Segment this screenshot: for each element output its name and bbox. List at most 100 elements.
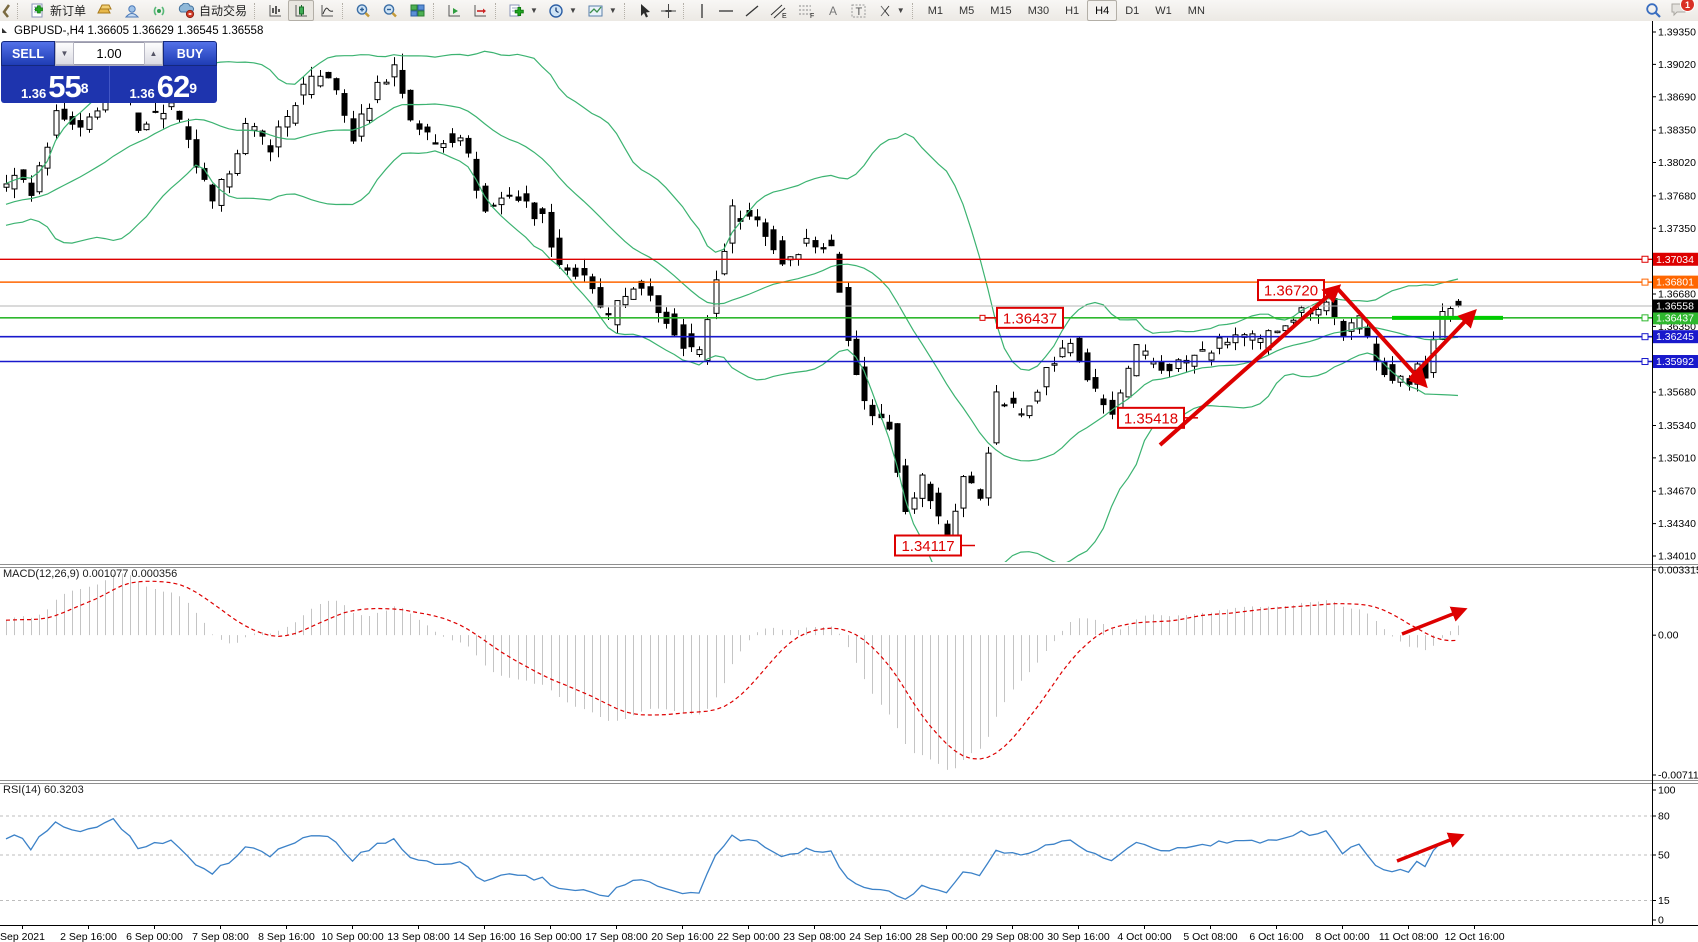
timeframe-button-h4[interactable]: H4 [1087, 0, 1118, 21]
bar-chart-button[interactable] [262, 0, 288, 21]
zoom-out-button[interactable] [377, 0, 404, 21]
timeframe-button-m15[interactable]: M15 [990, 4, 1012, 17]
price-badge-1.37034: 1.37034 [1653, 252, 1698, 266]
main-price-pane[interactable] [0, 50, 1652, 611]
search-icon[interactable] [1645, 2, 1662, 19]
price-annotation-1.35418[interactable]: 1.35418 [1117, 406, 1198, 429]
volume-down-button[interactable]: ▼ [55, 42, 74, 65]
clock-icon [549, 3, 563, 18]
signals-button[interactable] [146, 0, 173, 21]
buy-button[interactable]: BUY [163, 41, 217, 66]
time-axis-label: 6 Oct 16:00 [1249, 931, 1303, 942]
hline-handle[interactable] [1641, 314, 1649, 322]
rsi-axis-label: 15 [1658, 895, 1670, 907]
hline-button[interactable] [713, 0, 739, 21]
tile-windows-button[interactable] [404, 0, 431, 21]
period-button[interactable]: ▼ [543, 0, 582, 21]
trend-arrow[interactable] [1158, 284, 1342, 447]
crosshair-icon [660, 3, 676, 18]
macd-indicator-label: MACD(12,26,9) 0.001077 0.000356 [3, 568, 178, 580]
template-button[interactable]: ▼ [582, 0, 622, 21]
channel-button[interactable]: E [765, 0, 793, 21]
zoom-in-button[interactable] [350, 0, 377, 21]
cursor-button[interactable] [632, 0, 656, 21]
hline-handle[interactable] [1641, 255, 1649, 263]
timeframe-toolbar: M1 M5 M15 M30 H1 H4 D1 W1 MN [920, 0, 1213, 21]
price-badge-1.36801: 1.36801 [1653, 275, 1698, 289]
trend-arrow[interactable] [1408, 308, 1477, 381]
community-button[interactable] [119, 0, 146, 21]
svg-text:1.35418: 1.35418 [1124, 410, 1178, 427]
svg-text:T: T [855, 6, 862, 18]
fibonacci-icon: F [798, 5, 814, 19]
separator [682, 2, 689, 19]
vline-button[interactable] [691, 0, 713, 21]
hline-handle[interactable] [1641, 333, 1649, 341]
macd-axis-label: 0.003315 [1658, 565, 1698, 577]
sell-price-display[interactable]: 1.36 55 8 [1, 66, 110, 103]
price-axis-label: 1.35680 [1658, 387, 1696, 399]
arrows-tool-button[interactable]: ▼ [872, 0, 910, 21]
bar-chart-icon [269, 4, 282, 16]
timeframe-button-w1[interactable]: W1 [1155, 4, 1172, 17]
price-chart[interactable]: 1.36720 1.36437 1.35418 1.34117 1.39350 1.390… [0, 21, 1698, 942]
timeframe-button-d1[interactable]: D1 [1125, 4, 1140, 17]
trend-arrow[interactable] [1335, 286, 1428, 389]
gold-bars-icon [97, 4, 112, 13]
rsi-axis-label: 50 [1658, 850, 1670, 862]
crosshair-button[interactable] [656, 0, 681, 21]
hline-handle[interactable] [1641, 278, 1649, 286]
time-axis-label: 30 Sep 16:00 [1047, 931, 1110, 942]
chart-window[interactable]: 1.36720 1.36437 1.35418 1.34117 1.39350 1.390… [0, 21, 1698, 942]
price-axis-label: 1.39020 [1658, 59, 1696, 71]
new-chart-button[interactable]: ▼ [503, 0, 543, 21]
price-annotation-1.36437[interactable]: 1.36437 [979, 306, 1064, 329]
price-axis-label: 1.35010 [1658, 452, 1696, 464]
text-button[interactable]: A [821, 0, 845, 21]
price-badge-1.36245: 1.36245 [1653, 330, 1698, 344]
trend-arrow[interactable] [1401, 606, 1468, 636]
price-axis-label: 1.35340 [1658, 420, 1696, 432]
buy-price-prefix: 1.36 [129, 86, 155, 101]
text-label-button[interactable]: T [845, 0, 872, 21]
sell-price-prefix: 1.36 [20, 86, 47, 101]
timeframe-button-mn[interactable]: MN [1187, 4, 1205, 17]
sell-button[interactable]: SELL [1, 41, 55, 66]
chart-shift-button[interactable] [467, 0, 493, 21]
time-axis-label: 10 Sep 00:00 [321, 931, 384, 942]
gold-button[interactable] [91, 0, 119, 21]
auto-scroll-icon [448, 4, 461, 16]
volume-up-button[interactable]: ▲ [144, 42, 163, 65]
candle-chart-button[interactable] [288, 0, 315, 21]
new-order-button[interactable]: 新订单 [25, 0, 91, 21]
time-axis-label: 6 Sep 00:00 [126, 931, 183, 942]
rsi-pane[interactable] [0, 815, 1652, 901]
rsi-indicator-label: RSI(14) 60.3203 [3, 784, 84, 796]
timeframe-button-m1[interactable]: M1 [927, 4, 943, 17]
line-chart-button[interactable] [314, 0, 340, 21]
autotrade-button[interactable]: 自动交易 [173, 0, 252, 21]
time-axis-label: 17 Sep 08:00 [585, 931, 648, 942]
time-axis-label: 7 Sep 08:00 [192, 931, 249, 942]
zoom-out-icon [383, 3, 397, 17]
time-axis-label: 8 Oct 00:00 [1315, 931, 1369, 942]
clipped-icon[interactable] [0, 0, 15, 21]
trendline-button[interactable] [739, 0, 765, 21]
dropdown-caret-icon: ▼ [608, 6, 617, 15]
timeframe-button-h1[interactable]: H1 [1065, 4, 1080, 17]
hline-handle[interactable] [1641, 358, 1649, 366]
notifications-button[interactable]: 1 [1670, 0, 1695, 20]
buy-price-display[interactable]: 1.36 62 9 [109, 66, 217, 103]
separator [495, 2, 501, 19]
macd-pane[interactable] [5, 573, 1459, 770]
price-axis-label: 1.36680 [1658, 289, 1696, 301]
trend-arrow[interactable] [1396, 832, 1465, 863]
timeframe-button-m5[interactable]: M5 [959, 4, 975, 17]
auto-scroll-button[interactable] [441, 0, 467, 21]
time-axis-label: 20 Sep 16:00 [651, 931, 714, 942]
price-axis-label: 1.39350 [1658, 27, 1696, 39]
timeframe-button-m30[interactable]: M30 [1027, 4, 1050, 17]
fibonacci-button[interactable]: F [793, 0, 821, 21]
price-annotation-1.34117[interactable]: 1.34117 [894, 534, 975, 557]
volume-value[interactable]: 1.00 [74, 42, 144, 65]
